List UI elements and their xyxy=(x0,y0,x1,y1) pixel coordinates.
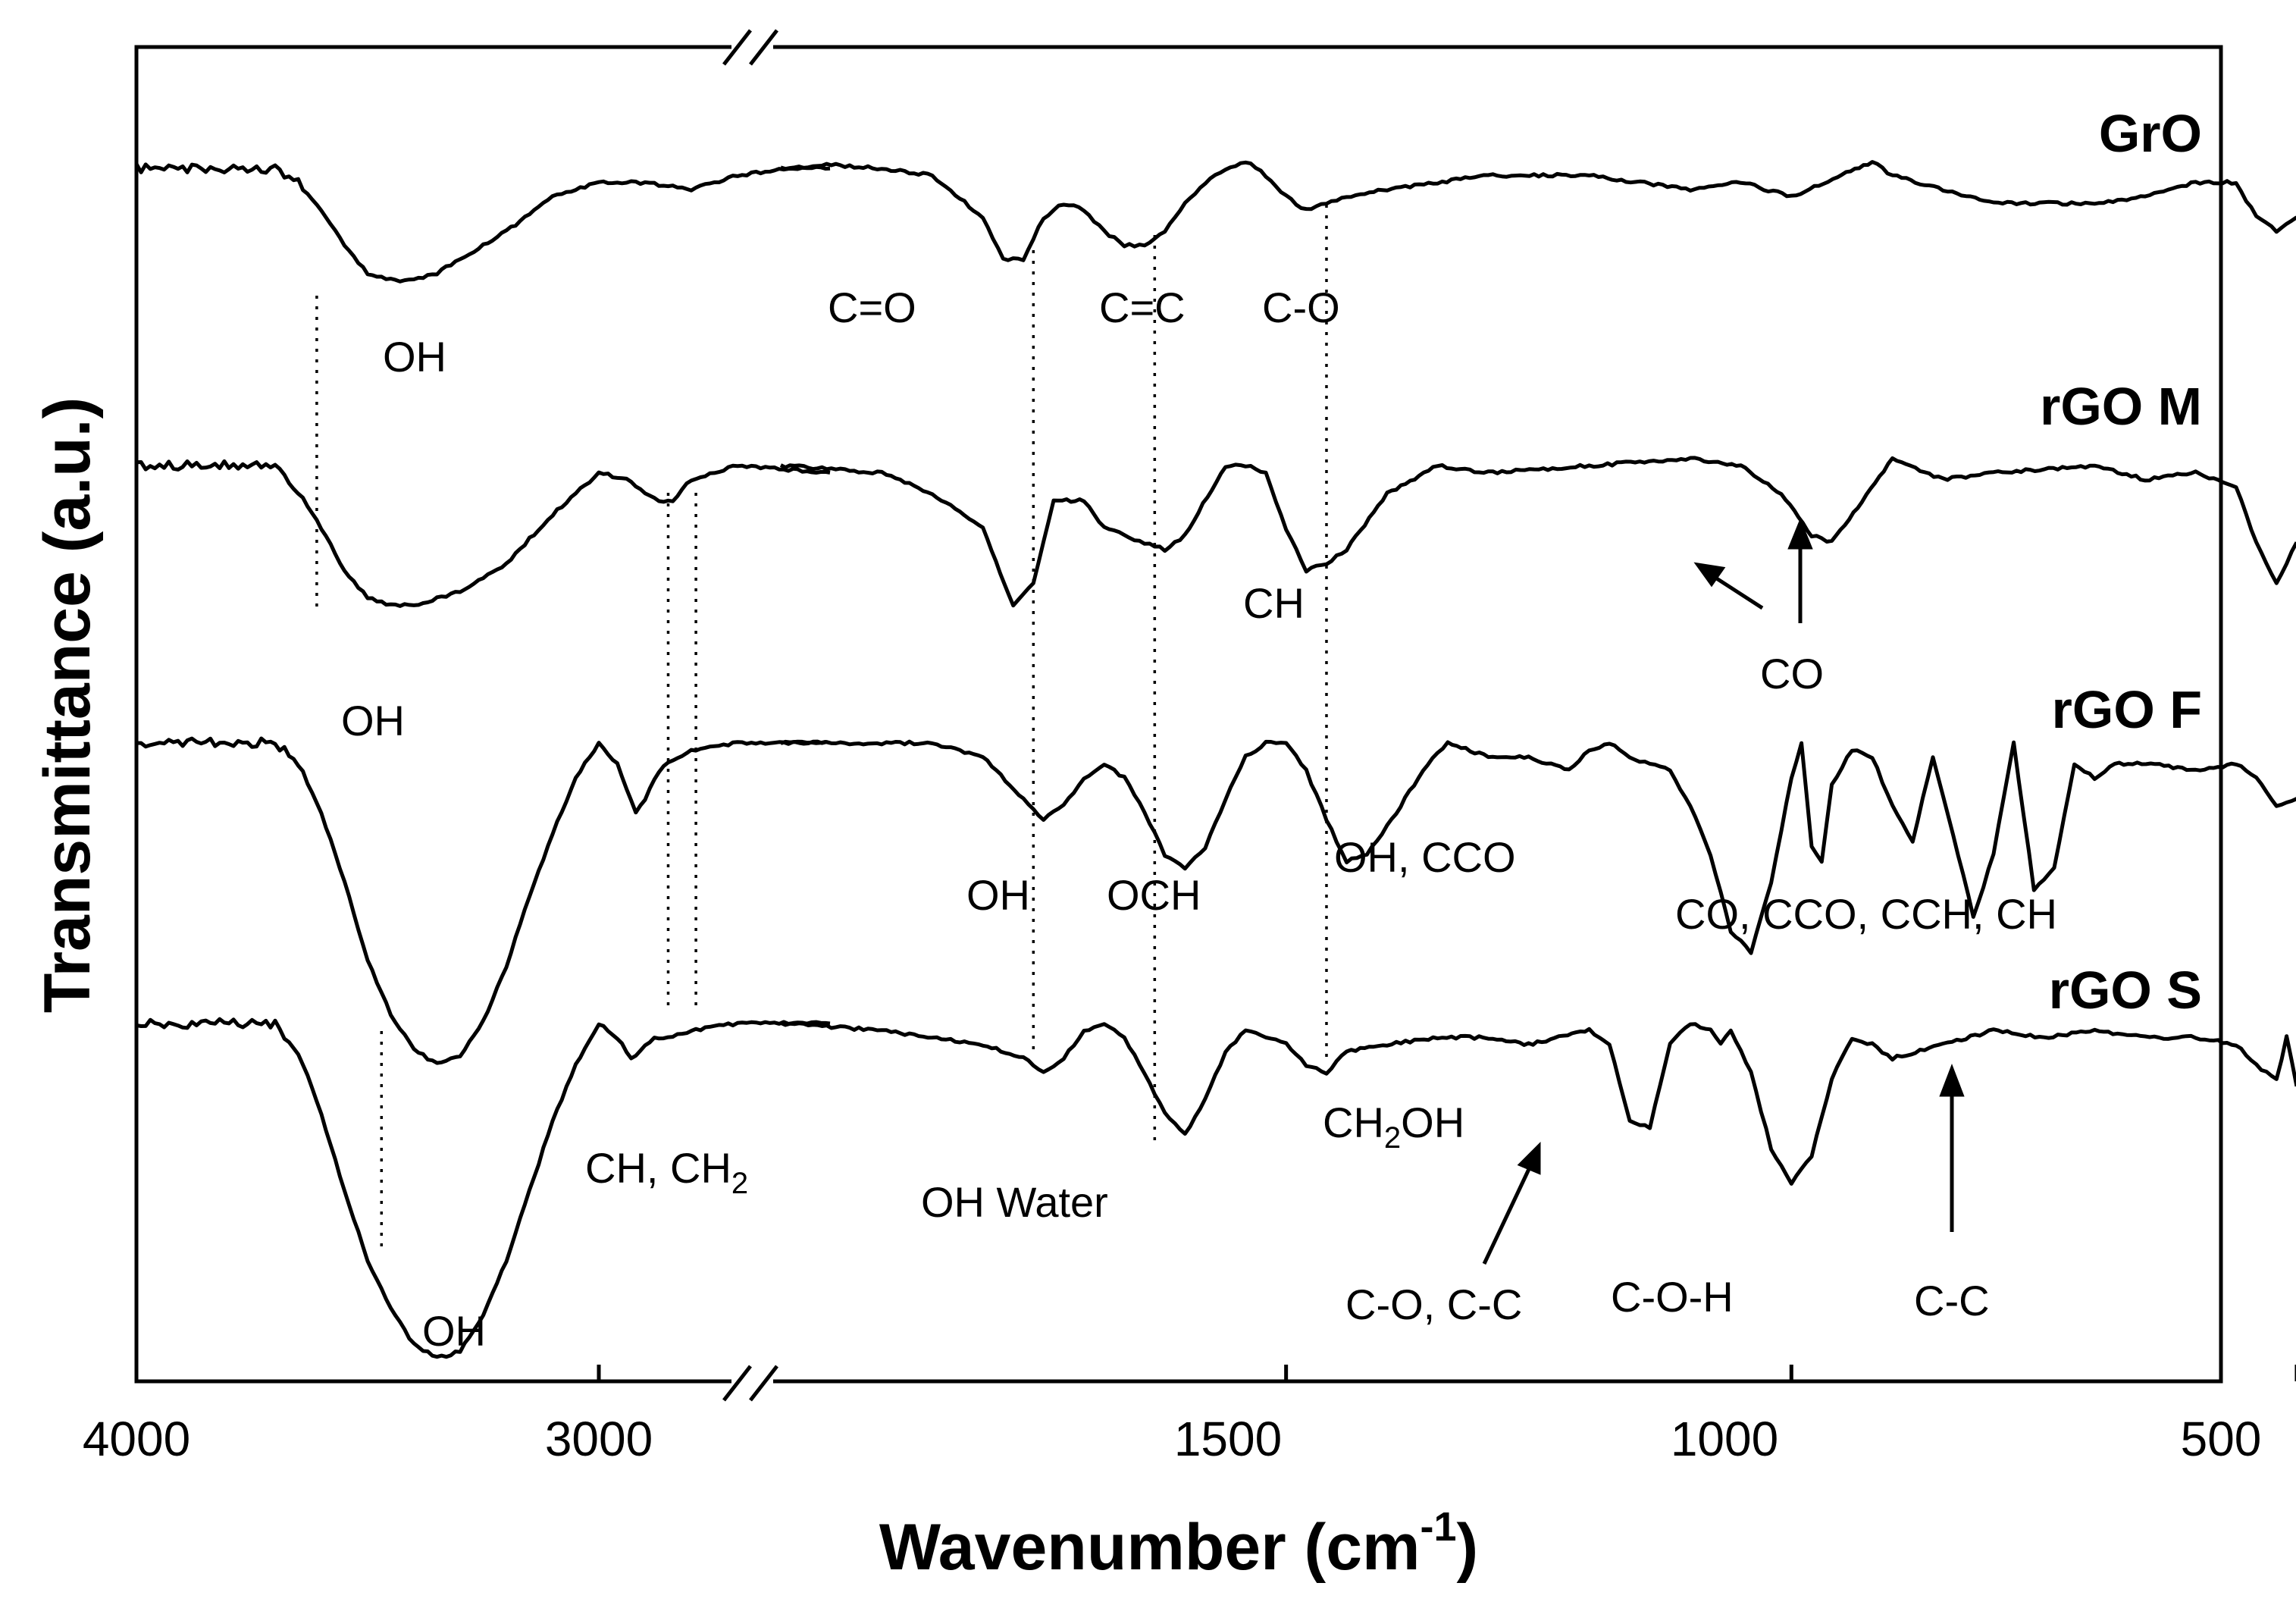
annotation-text: CH, CH2 xyxy=(585,1144,748,1200)
series-line-rgo-m xyxy=(136,459,831,608)
arrow-head xyxy=(1693,562,1726,588)
annotation-text: OH xyxy=(341,697,405,744)
x-tick-label: 4000 xyxy=(83,1412,190,1466)
series-label-rgo-m: rGO M xyxy=(2040,377,2202,436)
x-tick-label: 3000 xyxy=(545,1412,653,1466)
annotation-text: C-O, C-C xyxy=(1345,1280,1522,1328)
annotation-text: C=C xyxy=(1099,284,1186,331)
annotation-text: OH Water xyxy=(921,1178,1108,1226)
series-line-rgo-f xyxy=(136,736,831,1065)
series-label-rgo-s: rGO S xyxy=(2049,961,2202,1020)
annotation-text: CH xyxy=(1243,579,1305,627)
arrow-head xyxy=(1517,1141,1541,1175)
annotation-text: C-O xyxy=(1262,284,1340,331)
arrow xyxy=(1712,574,1764,610)
annotations: OH C=O C=C C-O OH CH CO OH OCH OH, CCO C… xyxy=(341,284,2057,1355)
y-axis-title: Transmittance (a.u.) xyxy=(31,397,104,1013)
annotation-text: OH xyxy=(966,871,1030,919)
peak-markers xyxy=(315,205,1328,1251)
x-tick-label: 1000 xyxy=(1671,1412,1778,1466)
x-axis-title: Wavenumber (cm-1) xyxy=(879,1504,1478,1584)
arrow xyxy=(1482,1166,1532,1265)
x-tick-labels: 4000 3000 1500 1000 500 xyxy=(83,1412,2262,1466)
annotation-text: CO, CCO, CCH, CH xyxy=(1675,890,2057,938)
series-line-rgo-m xyxy=(779,456,2296,608)
arrow-head xyxy=(1939,1063,1965,1097)
annotation-text: C-O-H xyxy=(1611,1273,1734,1321)
annotation-text: OH xyxy=(383,333,446,381)
x-tick-label: 500 xyxy=(2181,1412,2262,1466)
arrows xyxy=(1482,518,1965,1265)
series-label-rgo-f: rGO F xyxy=(2052,680,2202,739)
plot-frame xyxy=(134,45,2223,1384)
x-tick-label: 1500 xyxy=(1174,1412,1282,1466)
annotation-text: CH2OH xyxy=(1323,1099,1464,1155)
series-line-rgo-s xyxy=(136,1017,831,1359)
annotation-text: OH, CCO xyxy=(1334,833,1516,881)
annotation-text: CO xyxy=(1760,650,1824,697)
series-line-gro xyxy=(134,162,831,284)
series-line-gro xyxy=(780,160,2296,262)
series-line-rgo-f xyxy=(780,739,2296,955)
spectra xyxy=(134,160,2296,1359)
series-line-rgo-s xyxy=(779,1020,2296,1186)
annotation-text: OH xyxy=(422,1307,486,1355)
annotation-text: C=O xyxy=(828,284,916,331)
annotation-text: OCH xyxy=(1107,871,1201,919)
axis-break xyxy=(722,29,778,1402)
x-ticks xyxy=(134,1365,2296,1381)
annotation-text: C-C xyxy=(1914,1277,1990,1324)
series-label-gro: GrO xyxy=(2099,104,2202,163)
arrow-head xyxy=(1787,518,1813,550)
